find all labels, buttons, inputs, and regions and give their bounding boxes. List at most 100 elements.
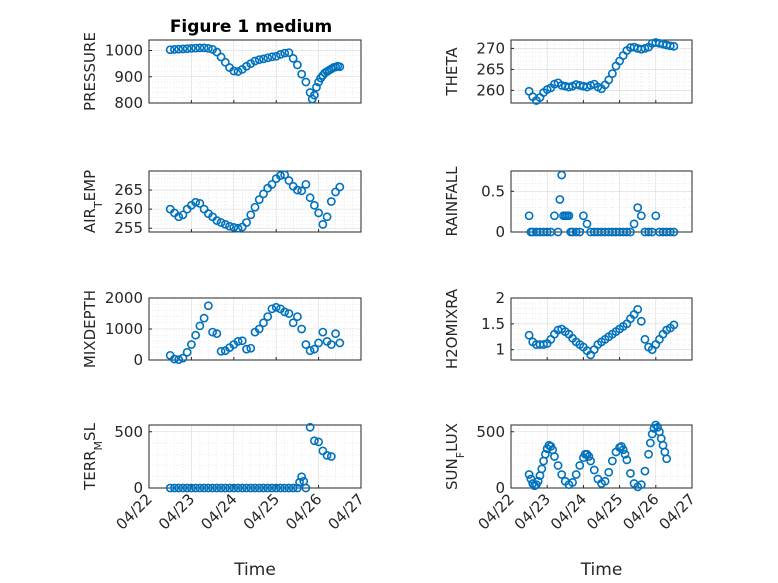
data-point [633, 304, 643, 314]
y-tick-label: 265 [476, 60, 505, 78]
data-point [629, 219, 639, 229]
data-point [284, 483, 294, 493]
data-point [203, 483, 213, 493]
data-point [314, 437, 323, 447]
data-point [539, 340, 548, 349]
data-point [636, 211, 646, 221]
data-point [216, 218, 226, 227]
data-point [582, 449, 592, 459]
subplot-rainfall: 0 0.5 RAINFALL [443, 166, 693, 241]
data-point [267, 304, 277, 314]
data-point [318, 219, 328, 229]
data-point [212, 47, 222, 57]
data-point [178, 210, 188, 220]
x-tick-label: 04/25 [240, 490, 283, 533]
data-point [524, 211, 534, 221]
data-point [557, 170, 567, 180]
y-tick-label: 2 [495, 289, 505, 307]
data-point [555, 195, 565, 204]
data-point [662, 454, 672, 464]
data-point [335, 62, 345, 72]
data-point [199, 43, 209, 53]
x-tick-label: 04/23 [511, 490, 554, 533]
data-point [309, 344, 319, 354]
subplot-mixdepth: 0 1000 2000 MIXDEPTH [81, 289, 362, 369]
data-point [178, 44, 188, 54]
data-point [284, 176, 294, 185]
data-point [178, 353, 188, 363]
data-point [297, 69, 307, 79]
data-point [297, 472, 307, 482]
data-point [229, 483, 239, 493]
data-point [322, 450, 332, 460]
data-point [263, 312, 273, 321]
data-point [309, 200, 319, 210]
y-tick-label: 1000 [105, 320, 143, 338]
data-point [191, 483, 201, 493]
data-point [309, 436, 319, 446]
data-point [288, 483, 298, 493]
data-point [212, 216, 222, 225]
data-point [301, 77, 311, 87]
x-tick-label: 04/27 [656, 490, 699, 533]
x-tick-label: 04/26 [282, 490, 325, 533]
data-point [626, 468, 635, 478]
y-axis-label: H2OMIXRA [443, 288, 461, 369]
data-point [540, 449, 550, 459]
data-point [604, 75, 614, 85]
data-point [246, 210, 256, 220]
data-point [267, 179, 277, 189]
data-point [199, 313, 209, 323]
data-point [636, 316, 646, 326]
data-point [295, 477, 304, 487]
data-point [288, 53, 298, 63]
data-point [524, 330, 534, 340]
x-axis-label: Time [233, 560, 276, 580]
data-point [305, 193, 315, 203]
data-point [174, 212, 184, 222]
data-point [568, 477, 577, 487]
data-point [312, 82, 321, 92]
data-point [267, 52, 277, 62]
data-point [537, 464, 547, 474]
data-point [191, 330, 201, 340]
data-point [212, 329, 222, 339]
subplot-sun_flux: 0500SUNFLUX04/2204/2304/2404/2504/2604/2… [443, 420, 699, 580]
data-point [331, 329, 340, 339]
y-tick-label: 0 [495, 479, 505, 497]
data-point [314, 338, 323, 348]
data-point [280, 48, 290, 58]
y-tick-label: 0.5 [481, 182, 505, 200]
data-point [575, 461, 585, 470]
data-point [645, 438, 655, 448]
data-point [564, 82, 574, 92]
data-point [195, 483, 205, 493]
y-tick-label: 0 [495, 223, 505, 241]
data-point [170, 354, 179, 364]
data-point [318, 327, 328, 337]
data-point [195, 43, 205, 53]
y-axis-label: SUNFLUX [443, 423, 467, 490]
data-point [607, 456, 617, 466]
data-point [665, 227, 675, 237]
figure-title: Figure 1 medium [170, 17, 332, 37]
axes-box [510, 170, 693, 233]
data-point [533, 476, 543, 486]
series-points [165, 43, 345, 104]
data-point [220, 57, 230, 67]
x-tick-label: 04/24 [547, 490, 590, 533]
data-point [280, 307, 290, 317]
data-point [607, 69, 617, 78]
data-point [216, 483, 226, 493]
data-point [259, 483, 268, 493]
data-point [604, 467, 614, 477]
data-point [297, 324, 307, 334]
y-axis-label: PRESSURE [81, 32, 99, 111]
axes-border [148, 39, 362, 104]
data-point [584, 452, 594, 461]
data-point [651, 420, 661, 430]
data-point [254, 324, 264, 334]
y-tick-label: 260 [114, 200, 143, 218]
